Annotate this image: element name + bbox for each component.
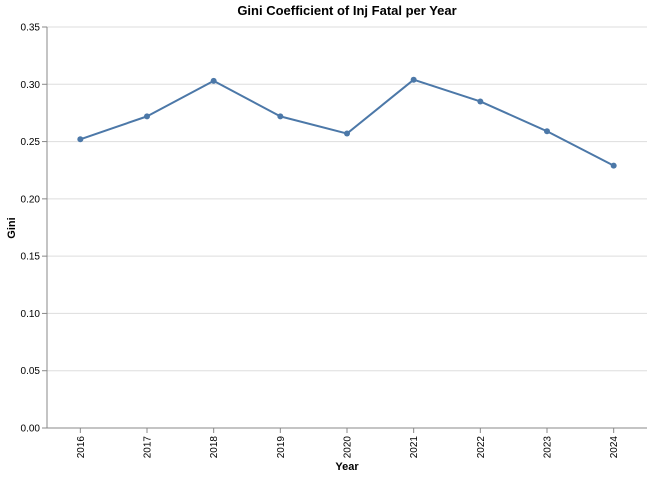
y-tick-label: 0.15 bbox=[21, 252, 41, 263]
x-tick-label: 2024 bbox=[609, 436, 620, 459]
x-axis-title: Year bbox=[335, 461, 359, 473]
data-point bbox=[344, 130, 350, 137]
data-point bbox=[610, 162, 617, 169]
chart-title: Gini Coefficient of Inj Fatal per Year bbox=[237, 3, 456, 18]
x-tick-label: 2018 bbox=[209, 436, 220, 459]
x-tick-label: 2023 bbox=[543, 436, 554, 459]
data-point bbox=[210, 77, 217, 84]
y-axis-title: Gini bbox=[6, 217, 18, 238]
data-point bbox=[277, 113, 284, 120]
data-point bbox=[77, 136, 84, 143]
y-tick-label: 0.30 bbox=[21, 80, 41, 91]
data-point bbox=[410, 76, 417, 83]
x-tick-label: 2016 bbox=[76, 436, 87, 459]
x-tick-label: 2022 bbox=[476, 436, 487, 459]
y-tick-label: 0.35 bbox=[21, 23, 41, 34]
y-tick-label: 0.10 bbox=[21, 309, 41, 320]
y-tick-label: 0.25 bbox=[21, 137, 41, 148]
data-point bbox=[477, 98, 484, 105]
series-path bbox=[80, 78, 615, 167]
x-tick-label: 2020 bbox=[343, 436, 354, 459]
data-point bbox=[544, 128, 550, 135]
y-tick-label: 0.00 bbox=[21, 424, 41, 435]
series-line bbox=[77, 76, 617, 169]
x-tick-label: 2017 bbox=[143, 436, 154, 459]
x-tick-label: 2019 bbox=[276, 436, 287, 459]
x-tick-label: 2021 bbox=[409, 436, 420, 459]
y-tick-label: 0.20 bbox=[21, 194, 41, 205]
x-axis: 2016 2017 2018 2019 2020 2021 2022 2023 2024 bbox=[47, 427, 647, 459]
y-axis: 0.00 0.05 0.10 0.15 0.20 0.25 0.30 0.35 bbox=[21, 23, 48, 435]
gridlines bbox=[47, 26, 647, 429]
y-tick-label: 0.05 bbox=[21, 366, 41, 377]
data-point bbox=[144, 113, 150, 120]
